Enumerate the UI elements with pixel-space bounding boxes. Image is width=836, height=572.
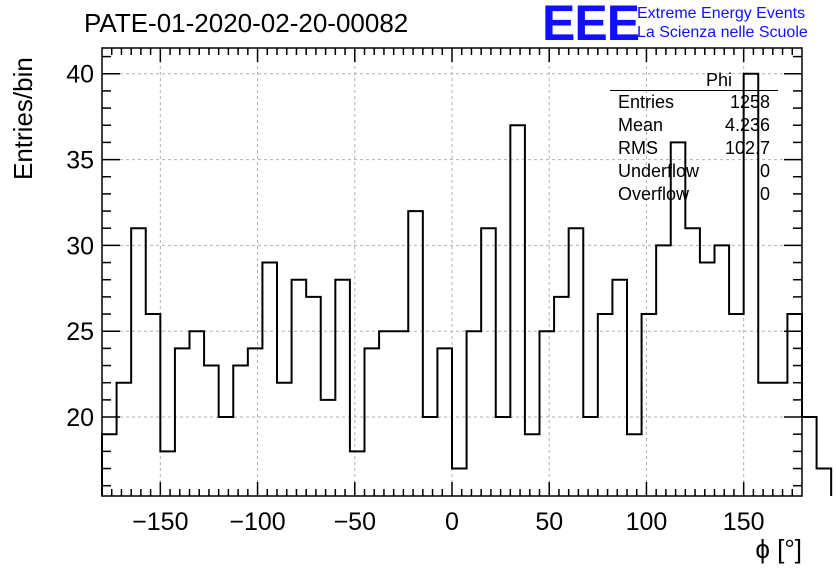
chart-title: PATE-01-2020-02-20-00082 bbox=[84, 8, 409, 38]
axis-ticks bbox=[102, 48, 802, 496]
stats-value: 0 bbox=[759, 184, 770, 204]
stats-label: Mean bbox=[618, 115, 664, 135]
stats-row-mean: Mean 4.236 bbox=[610, 114, 778, 137]
x-tick-label: 150 bbox=[723, 508, 765, 536]
tick-labels: −150 −100 −50 0 50 100 150 20 25 30 35 40 bbox=[66, 61, 764, 536]
grid-lines bbox=[102, 48, 802, 496]
eee-logo-icon: EEE bbox=[542, 0, 640, 51]
y-tick-label: 25 bbox=[66, 318, 94, 346]
logo-line-2: La Scienza nelle Scuole bbox=[637, 24, 808, 41]
x-axis-label: ϕ [°] bbox=[755, 534, 802, 564]
x-tick-label: −50 bbox=[334, 508, 376, 536]
stats-value: 1258 bbox=[729, 92, 770, 112]
y-tick-label: 35 bbox=[66, 147, 94, 175]
x-tick-label: −150 bbox=[132, 508, 188, 536]
stats-name: Phi bbox=[610, 70, 778, 91]
x-tick-label: −100 bbox=[229, 508, 285, 536]
stats-label: Entries bbox=[618, 92, 675, 112]
stats-label: Underflow bbox=[618, 161, 700, 181]
stats-row-rms: RMS 102.7 bbox=[610, 137, 778, 160]
logo-line-1: Extreme Energy Events bbox=[637, 5, 806, 22]
stats-row-overflow: Overflow 0 bbox=[610, 183, 778, 206]
y-tick-label: 20 bbox=[66, 404, 94, 432]
plot-frame bbox=[101, 47, 803, 497]
stats-value: 0 bbox=[759, 161, 770, 181]
stats-row-entries: Entries 1258 bbox=[610, 91, 778, 114]
stats-value: 4.236 bbox=[724, 115, 770, 135]
stats-label: Overflow bbox=[618, 184, 690, 204]
y-tick-label: 40 bbox=[66, 61, 94, 89]
y-tick-label: 30 bbox=[66, 232, 94, 260]
histogram-line bbox=[101, 72, 833, 496]
x-tick-label: 100 bbox=[626, 508, 668, 536]
stats-row-underflow: Underflow 0 bbox=[610, 160, 778, 183]
x-tick-label: 50 bbox=[535, 508, 563, 536]
stats-label: RMS bbox=[618, 138, 658, 158]
stats-box: Phi Entries 1258 Mean 4.236 RMS 102.7 Un… bbox=[610, 70, 778, 206]
x-tick-label: 0 bbox=[445, 508, 459, 536]
stats-value: 102.7 bbox=[724, 138, 770, 158]
logo-caption: Extreme Energy Events La Scienza nelle S… bbox=[637, 4, 808, 42]
y-axis-label: Entries/bin bbox=[8, 57, 38, 180]
